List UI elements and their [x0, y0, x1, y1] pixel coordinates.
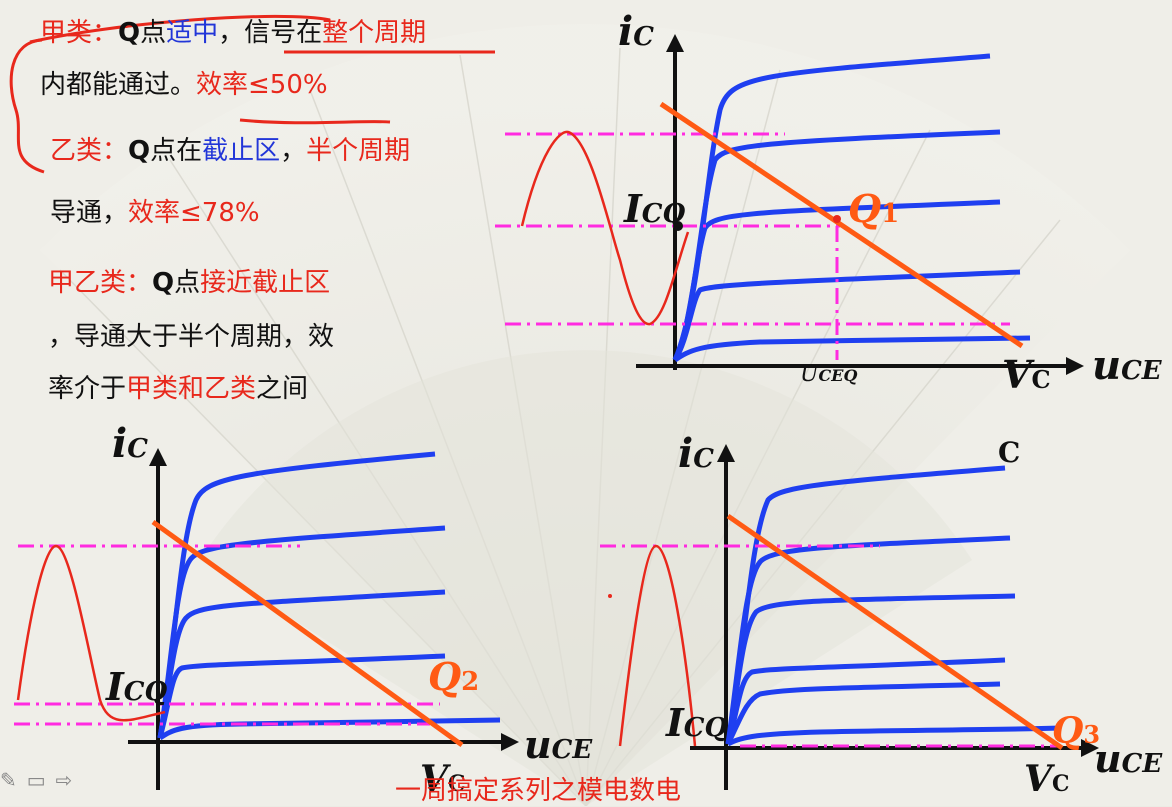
d2-x-label: uCE [524, 722, 593, 767]
d3-top-label: C [998, 436, 1021, 469]
d1-load-line [659, 101, 1024, 349]
bracket-mark [9, 38, 45, 174]
d2-vc-label: VC [420, 758, 466, 800]
d3-vc-label: VC [1024, 758, 1070, 800]
class-a-line1: 甲类：Q点适中，信号在整个周期 [40, 16, 426, 50]
d3-input-half-wave [618, 544, 697, 747]
class-b-line1: 乙类：Q点在截止区，半个周期 [50, 134, 410, 168]
class-ab-line3: 率介于甲类和乙类之间 [48, 372, 308, 406]
d1-input-sine [520, 130, 690, 326]
text-segment: 截止区 [202, 136, 281, 166]
text-segment: Q [118, 18, 141, 48]
text-segment: 甲类和乙类 [126, 374, 257, 404]
d3-y-label: iC [678, 430, 714, 477]
d1-output-curves [672, 53, 1031, 363]
text-segment: 效率≤50% [196, 70, 328, 100]
d3-q-label: Q3 [1052, 710, 1101, 752]
text-segment: 点在 [150, 136, 203, 166]
text-segment: ， [280, 136, 307, 166]
d2-load-line [151, 519, 464, 748]
text-segment: 甲乙类： [48, 268, 153, 298]
text-segment: ，导通大于半个周期，效 [48, 322, 335, 352]
text-segment: 乙类： [50, 136, 129, 166]
d1-guide-lines [495, 132, 1010, 360]
text-segment: 半个周期 [306, 136, 411, 166]
d2-icq-label: ICQ [106, 664, 168, 709]
text-segment: 点 [174, 268, 201, 298]
menu-icon[interactable]: ▭ [26, 768, 56, 792]
text-segment: 接近截止区 [200, 268, 331, 298]
class-b-line2: 导通，效率≤78% [50, 196, 260, 230]
d1-uceq-label: UCEQ [800, 362, 858, 387]
d3-icq-label: ICQ [666, 700, 728, 745]
footer-watermark: 一周搞定系列之模电数电 [395, 776, 682, 806]
d1-x-label: uCE [1092, 342, 1162, 389]
d3-load-line [726, 513, 1064, 751]
class-a-line2: 内都能通过。效率≤50% [40, 68, 328, 102]
d3-output-curves [725, 465, 1061, 747]
class-ab-line1: 甲乙类：Q点接近截止区 [48, 266, 330, 300]
text-segment: Q [152, 268, 175, 298]
text-segment: 甲类： [40, 18, 119, 48]
d1-q-label: Q1 [848, 186, 900, 231]
slide-controls[interactable]: ✎▭⇨ [0, 768, 140, 802]
text-segment: 导通， [50, 198, 129, 228]
text-segment: 效率≤78% [128, 198, 260, 228]
text-segment: 适中 [166, 18, 219, 48]
d2-y-label: iC [112, 420, 148, 467]
d2-guide-lines [14, 544, 440, 726]
text-segment: 点 [140, 18, 167, 48]
text-segment: ，信号在 [218, 18, 323, 48]
text-segment: 率介于 [48, 374, 127, 404]
d1-q-point [833, 215, 841, 223]
d1-icq-label: ICQ [624, 186, 686, 231]
d2-input-wave [16, 544, 166, 722]
text-segment: 整个周期 [322, 18, 427, 48]
text-segment: 内都能通过。 [40, 70, 197, 100]
d3-x-label: uCE [1094, 736, 1163, 781]
d3-guide-lines [600, 544, 1060, 748]
d1-vc-label: VC [1002, 352, 1051, 397]
text-segment: Q [128, 136, 151, 166]
text-segment: 之间 [256, 374, 309, 404]
d1-y-label: iC [618, 8, 654, 55]
next-arrow-icon[interactable]: ⇨ [55, 768, 83, 792]
d2-q-label: Q2 [428, 654, 480, 699]
class-ab-line2: ，导通大于半个周期，效 [48, 320, 334, 354]
pen-icon[interactable]: ✎ [0, 768, 27, 792]
